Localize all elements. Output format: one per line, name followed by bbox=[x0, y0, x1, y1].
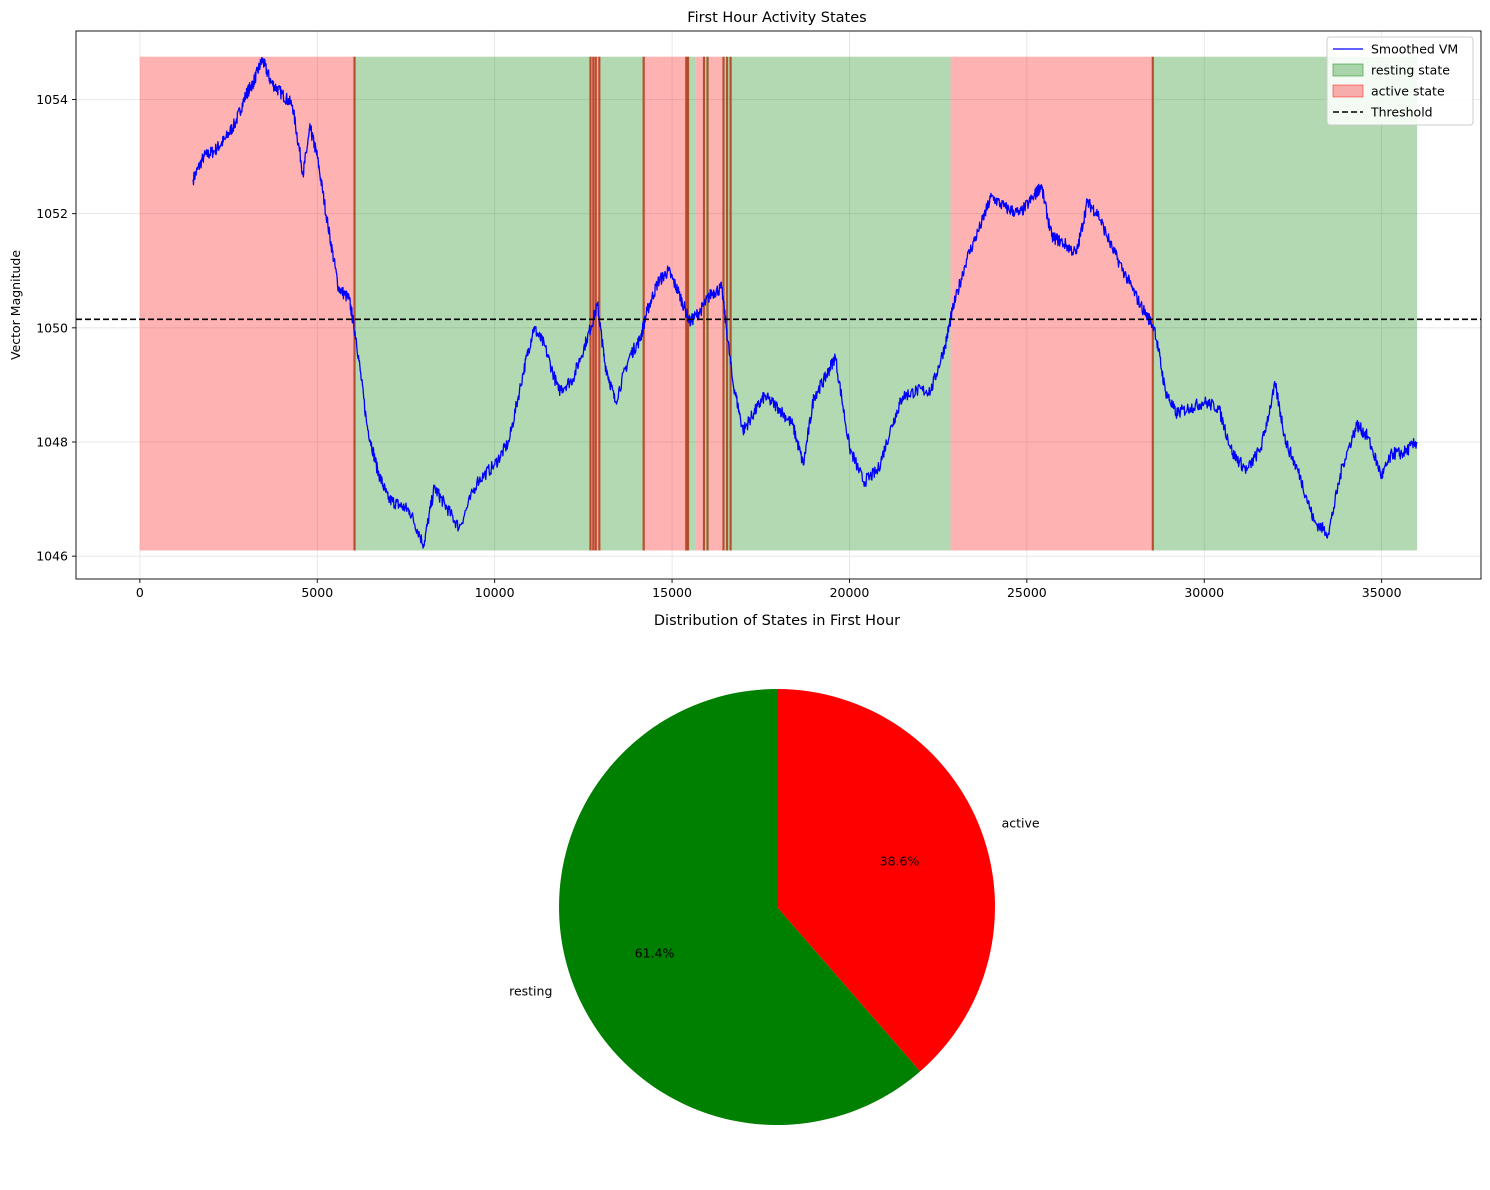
resting-state-span bbox=[688, 56, 696, 551]
y-tick-label: 1050 bbox=[36, 320, 68, 335]
legend-label: active state bbox=[1371, 84, 1445, 99]
pie-category-label: active bbox=[1002, 815, 1040, 830]
y-axis-label: Vector Magnitude bbox=[8, 250, 23, 360]
state-boundaries bbox=[353, 56, 1154, 551]
legend-label: resting state bbox=[1371, 63, 1450, 78]
legend-box bbox=[1326, 36, 1474, 126]
x-tick-label: 35000 bbox=[1362, 585, 1402, 600]
active-state-span bbox=[950, 56, 1153, 551]
resting-state-span bbox=[1152, 56, 1418, 551]
active-state-span bbox=[695, 56, 704, 551]
x-tick-label: 30000 bbox=[1184, 585, 1224, 600]
x-tick-label: 25000 bbox=[1007, 585, 1047, 600]
x-axis-ticks: 0 5000 10000 15000 20000 25000 30000 35000 bbox=[136, 579, 1402, 600]
y-tick-label: 1054 bbox=[36, 92, 68, 107]
x-tick-label: 10000 bbox=[475, 585, 515, 600]
x-tick-label: 20000 bbox=[830, 585, 870, 600]
legend-label: Threshold bbox=[1370, 105, 1433, 120]
legend-patch-swatch bbox=[1332, 63, 1364, 77]
pie-percent-label: 38.6% bbox=[880, 854, 920, 869]
line-chart-title: First Hour Activity States bbox=[687, 10, 866, 26]
line-chart-frame bbox=[75, 30, 1482, 580]
active-state-span bbox=[709, 56, 724, 551]
y-tick-label: 1048 bbox=[36, 435, 68, 450]
pie-chart-title: Distribution of States in First Hour bbox=[654, 613, 900, 629]
active-state-span bbox=[139, 56, 355, 551]
resting-state-span bbox=[354, 56, 591, 551]
state-pie-chart: Distribution of States in First Hour res… bbox=[509, 613, 1040, 1126]
x-tick-label: 5000 bbox=[301, 585, 333, 600]
activity-line-chart: First Hour Activity States 0 5000 10000 150… bbox=[8, 10, 1482, 600]
resting-state-span bbox=[599, 56, 644, 551]
pie-labels: resting 61.4% active 38.6% bbox=[509, 815, 1040, 998]
y-axis-ticks: 1046 1048 1050 1052 1054 bbox=[36, 92, 76, 564]
smoothed-vm-line bbox=[192, 56, 1418, 549]
legend-patch-swatch bbox=[1332, 84, 1364, 98]
x-tick-label: 15000 bbox=[652, 585, 692, 600]
state-spans bbox=[139, 56, 1418, 551]
resting-state-span bbox=[730, 56, 951, 551]
y-tick-label: 1046 bbox=[36, 549, 68, 564]
pie-percent-label: 61.4% bbox=[635, 945, 675, 960]
pie-category-label: resting bbox=[509, 984, 552, 999]
legend-label: Smoothed VM bbox=[1371, 42, 1458, 57]
legend: Smoothed VM resting state active state Thre… bbox=[1326, 36, 1474, 126]
active-slice bbox=[777, 689, 996, 1072]
pie-slices bbox=[559, 689, 996, 1126]
x-tick-label: 0 bbox=[136, 585, 144, 600]
resting-slice bbox=[559, 689, 921, 1126]
y-tick-label: 1052 bbox=[36, 206, 68, 221]
